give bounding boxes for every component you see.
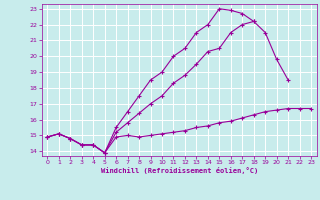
X-axis label: Windchill (Refroidissement éolien,°C): Windchill (Refroidissement éolien,°C) [100, 167, 258, 174]
